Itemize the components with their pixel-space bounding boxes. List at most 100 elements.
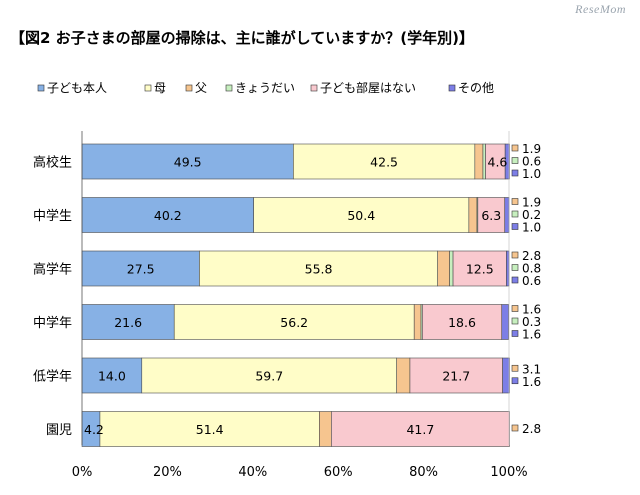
bar-segment xyxy=(99,411,320,447)
bar-segment xyxy=(506,250,510,287)
legend-label: 父 xyxy=(195,81,207,95)
data-label: 41.7 xyxy=(406,422,434,437)
side-data-label: 2.8 xyxy=(522,422,541,436)
data-label: 56.2 xyxy=(280,315,308,330)
bars: 49.5 42.5 4.61.90.61.040.2 50.4 6.31.90.21.0… xyxy=(81,142,541,447)
bar-segment xyxy=(141,357,397,394)
bar-segment xyxy=(474,143,484,180)
side-data-label: 0.8 xyxy=(522,262,541,276)
side-data-label: 2.8 xyxy=(522,249,541,263)
legend-label: 子ども部屋はない xyxy=(320,80,416,95)
side-label-swatch xyxy=(511,198,519,205)
data-label: 21.7 xyxy=(442,369,470,384)
data-label: 50.4 xyxy=(347,208,375,223)
legend-swatch xyxy=(448,84,456,92)
side-label-swatch xyxy=(511,330,519,337)
bar-segment xyxy=(452,250,507,287)
watermark-logo: ReseMom xyxy=(575,2,626,16)
side-data-label: 1.9 xyxy=(522,196,541,210)
side-data-label: 0.2 xyxy=(522,208,541,222)
side-data-label: 3.1 xyxy=(522,362,541,376)
data-label: 27.5 xyxy=(127,262,155,277)
bar-segment xyxy=(331,411,510,447)
bar-segment xyxy=(477,197,506,233)
x-tick-label: 40% xyxy=(238,465,267,480)
side-label-swatch xyxy=(511,377,519,385)
side-data-label: 1.0 xyxy=(522,221,541,235)
data-label: 4.6 xyxy=(488,155,508,170)
bar-segment xyxy=(81,250,200,287)
data-label: 6.3 xyxy=(481,208,501,223)
x-tick-label: 60% xyxy=(324,465,353,480)
bar-segment xyxy=(199,250,438,287)
side-label-swatch xyxy=(511,169,519,177)
bar-segment xyxy=(173,304,415,340)
legend: 子ども本人 母 父 きょうだい 子ども部屋はない その他 xyxy=(37,80,494,95)
side-label-swatch xyxy=(511,317,519,325)
category-label: 低学年 xyxy=(33,369,72,385)
bar-segment xyxy=(81,357,143,394)
bar-segment xyxy=(437,250,450,287)
side-label-swatch xyxy=(511,276,519,284)
category-label: 中学年 xyxy=(33,315,72,331)
bar-segment xyxy=(396,357,411,394)
data-label: 42.5 xyxy=(370,155,398,170)
data-label: 18.6 xyxy=(448,315,476,330)
data-label: 59.7 xyxy=(255,369,283,384)
bar-segment xyxy=(504,143,510,180)
legend-swatch xyxy=(37,84,45,92)
x-tick-label: 80% xyxy=(409,465,438,480)
side-label-swatch xyxy=(511,144,519,152)
legend-swatch xyxy=(185,84,193,92)
legend-label: 子ども本人 xyxy=(47,81,107,95)
side-label-swatch xyxy=(511,251,519,259)
side-label-swatch xyxy=(511,210,519,218)
category-label: 園児 xyxy=(46,423,72,438)
data-label: 21.6 xyxy=(114,315,142,330)
side-label-swatch xyxy=(511,223,519,230)
bar-segment xyxy=(319,411,332,447)
bar-segment xyxy=(468,197,478,233)
bar-segment xyxy=(502,357,510,394)
side-data-label: 1.0 xyxy=(522,167,541,181)
bar-segment xyxy=(413,304,422,340)
legend-label: その他 xyxy=(458,81,494,95)
data-label: 14.0 xyxy=(98,369,126,384)
side-data-label: 0.3 xyxy=(522,315,541,329)
chart-title: 【図2 お子さまの部屋の掃除は、主に誰がしていますか？(学年別)】 xyxy=(10,29,474,47)
bar-segment xyxy=(253,197,470,233)
legend-label: きょうだい xyxy=(235,81,295,95)
legend-swatch xyxy=(144,84,152,92)
side-label-swatch xyxy=(511,264,519,271)
bar-segment xyxy=(409,357,503,394)
data-label: 40.2 xyxy=(154,208,182,223)
data-label: 49.5 xyxy=(174,155,202,170)
x-tick-label: 20% xyxy=(153,465,182,480)
category-label: 高校生 xyxy=(33,155,72,171)
data-label: 12.5 xyxy=(466,262,494,277)
x-tick-label: 0% xyxy=(72,465,93,480)
side-label-swatch xyxy=(511,157,519,164)
bar-segment xyxy=(81,143,294,180)
bar-segment xyxy=(482,143,486,180)
legend-swatch xyxy=(225,84,233,92)
legend-label: 母 xyxy=(154,81,166,95)
side-data-label: 1.6 xyxy=(522,303,541,317)
bar-segment xyxy=(501,304,509,340)
side-data-label: 0.6 xyxy=(522,274,541,288)
bar-segment xyxy=(81,304,175,340)
data-label: 51.4 xyxy=(196,422,224,437)
x-tick-label: 100% xyxy=(490,465,527,480)
side-label-swatch xyxy=(511,305,519,312)
bar-segment xyxy=(81,197,254,233)
bar-segment xyxy=(449,250,454,287)
side-data-label: 1.6 xyxy=(522,375,541,389)
side-data-label: 1.9 xyxy=(522,142,541,156)
data-label: 55.8 xyxy=(305,262,333,277)
side-data-label: 1.6 xyxy=(522,328,541,342)
side-data-label: 0.6 xyxy=(522,155,541,169)
side-label-swatch xyxy=(511,424,519,432)
category-label: 中学生 xyxy=(33,208,72,224)
